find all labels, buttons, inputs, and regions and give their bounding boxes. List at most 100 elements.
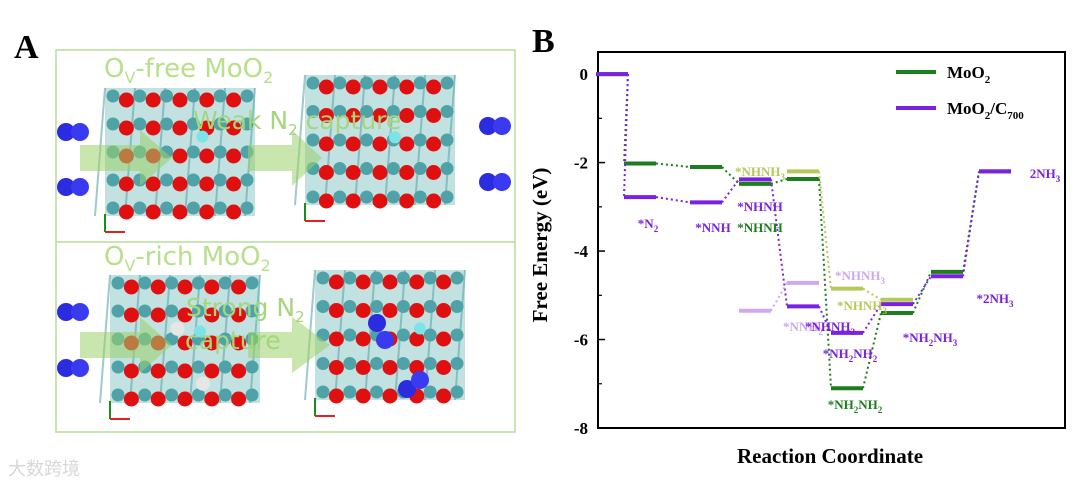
o-atom bbox=[328, 388, 344, 404]
mo-atom bbox=[160, 201, 174, 215]
y-axis-label: Free Energy (eV) bbox=[528, 168, 552, 323]
mo-atom bbox=[386, 162, 400, 175]
o-atom bbox=[436, 360, 452, 375]
mo-atom bbox=[240, 117, 254, 131]
o-atom bbox=[204, 335, 220, 351]
mo-atom bbox=[160, 173, 174, 187]
n-atom bbox=[71, 303, 89, 321]
crystal-edge bbox=[354, 74, 366, 206]
o-atom bbox=[231, 363, 247, 379]
n-atom bbox=[493, 173, 511, 191]
o-atom bbox=[118, 204, 134, 220]
o-atom bbox=[355, 331, 371, 347]
mo-atom bbox=[306, 190, 320, 204]
o-atom bbox=[345, 193, 361, 209]
mo-atom bbox=[316, 385, 330, 399]
o-atom bbox=[145, 204, 161, 220]
mo-atom bbox=[333, 162, 347, 175]
mo-atom bbox=[370, 300, 384, 313]
mo-atom bbox=[106, 173, 120, 187]
mo-atom bbox=[213, 173, 227, 187]
mo-atom bbox=[386, 76, 400, 90]
o-atom bbox=[204, 279, 220, 295]
o-atom bbox=[150, 307, 166, 323]
o-atom bbox=[436, 388, 452, 404]
o-atom bbox=[355, 360, 371, 375]
mo-atom bbox=[413, 105, 427, 118]
o-atom bbox=[172, 92, 188, 108]
o-atom bbox=[199, 176, 215, 192]
o-atom bbox=[318, 108, 334, 123]
o-atom bbox=[328, 303, 344, 318]
moo2-alt-branch-connector bbox=[862, 287, 882, 301]
mo-atom bbox=[218, 388, 232, 402]
o-atom bbox=[355, 303, 371, 318]
n-atom bbox=[71, 178, 89, 196]
o-atom bbox=[399, 108, 415, 123]
mo-atom bbox=[245, 388, 259, 402]
o-atom bbox=[328, 331, 344, 347]
mo-atom bbox=[218, 304, 232, 318]
mo-atom bbox=[370, 357, 384, 370]
mo-atom bbox=[191, 276, 205, 290]
moo2c700-series-connector bbox=[862, 303, 882, 334]
o-atom bbox=[436, 331, 452, 347]
o-atom bbox=[177, 335, 193, 351]
o-atom bbox=[426, 165, 442, 180]
mo-atom bbox=[386, 190, 400, 204]
mo-atom bbox=[240, 173, 254, 187]
o-atom bbox=[372, 79, 388, 95]
y-tick-label: -6 bbox=[574, 331, 588, 350]
n-atom bbox=[411, 371, 429, 389]
arrow-bottom-left bbox=[80, 317, 172, 373]
mo-atom bbox=[343, 385, 357, 399]
panel-letter-a: A bbox=[14, 29, 39, 66]
mo-atom bbox=[245, 276, 259, 290]
mo-atom bbox=[133, 89, 147, 103]
o-atom bbox=[145, 120, 161, 136]
mo-atom bbox=[386, 105, 400, 118]
mo-atom bbox=[316, 300, 330, 313]
top-title: OV-free MoO2 bbox=[104, 54, 273, 87]
o-atom bbox=[177, 391, 193, 407]
surface-atom bbox=[414, 322, 426, 335]
mo-atom bbox=[333, 190, 347, 204]
o-atom bbox=[345, 165, 361, 180]
moo2-series-connector bbox=[721, 166, 740, 185]
mo-atom bbox=[160, 89, 174, 103]
o-atom bbox=[123, 363, 139, 379]
o-atom bbox=[150, 391, 166, 407]
o-atom bbox=[345, 136, 361, 152]
level-label: *NNH bbox=[695, 220, 730, 235]
mo-atom bbox=[413, 190, 427, 204]
o-atom bbox=[409, 303, 425, 318]
mo-atom bbox=[133, 201, 147, 215]
o-atom bbox=[172, 176, 188, 192]
o-atom bbox=[426, 136, 442, 152]
o-atom bbox=[226, 92, 242, 108]
mo-atom bbox=[191, 360, 205, 374]
n-atom bbox=[57, 123, 75, 141]
mo-atom bbox=[138, 304, 152, 318]
mo-atom bbox=[165, 276, 179, 290]
mo-atom bbox=[245, 304, 259, 318]
o-atom bbox=[226, 176, 242, 192]
mo-atom bbox=[396, 357, 410, 370]
level-label: *NH2NH2 bbox=[823, 346, 878, 364]
o-atom bbox=[318, 79, 334, 95]
n-atom bbox=[57, 359, 75, 377]
mo-atom bbox=[245, 360, 259, 374]
moo2c700-alt-branch-connector bbox=[770, 282, 788, 312]
o-atom bbox=[199, 204, 215, 220]
plot-frame bbox=[597, 51, 1066, 429]
o-atom bbox=[345, 79, 361, 95]
mo-atom bbox=[133, 117, 147, 131]
o-atom bbox=[382, 303, 398, 318]
level-label: *NHNH bbox=[737, 199, 783, 214]
mo-atom bbox=[165, 360, 179, 374]
o-atom bbox=[409, 274, 425, 290]
mo-atom bbox=[440, 133, 454, 147]
mo-atom bbox=[218, 276, 232, 290]
mo-atom bbox=[360, 133, 374, 147]
y-tick-label: 0 bbox=[580, 65, 589, 84]
